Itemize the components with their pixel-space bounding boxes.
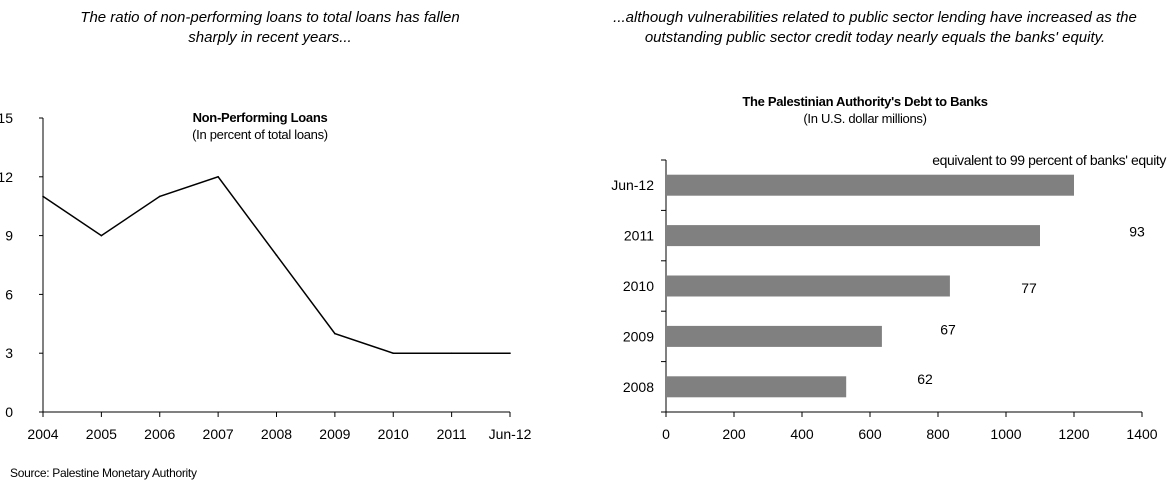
debt-x-tick-label: 1200 bbox=[1058, 426, 1089, 442]
npl-y-tick-label: 12 bbox=[0, 169, 13, 185]
npl-data-point bbox=[334, 332, 336, 335]
right-caption: ...although vulnerabilities related to p… bbox=[613, 9, 1137, 46]
npl-x-tick-label: 2004 bbox=[27, 426, 58, 442]
npl-x-tick-label: 2008 bbox=[261, 426, 292, 442]
debt-x-tick-label: 400 bbox=[790, 426, 814, 442]
npl-y-tick-label: 6 bbox=[5, 286, 13, 302]
npl-data-point bbox=[509, 352, 511, 355]
debt-bar bbox=[666, 275, 950, 297]
npl-x-tick-label: 2005 bbox=[86, 426, 117, 442]
debt-chart-subtitle: (In U.S. dollar millions) bbox=[803, 111, 927, 126]
debt-x-tick-label: 800 bbox=[926, 426, 950, 442]
debt-x-tick-label: 1000 bbox=[990, 426, 1021, 442]
npl-x-tick-label: 2011 bbox=[437, 426, 467, 442]
debt-bar bbox=[666, 225, 1040, 247]
debt-chart-title: The Palestinian Authority's Debt to Bank… bbox=[742, 94, 988, 109]
debt-bar bbox=[666, 174, 1074, 196]
left-caption: The ratio of non-performing loans to tot… bbox=[80, 9, 460, 46]
npl-data-point bbox=[100, 234, 103, 237]
npl-data-point bbox=[275, 254, 278, 256]
debt-category-label: 2008 bbox=[623, 379, 654, 395]
debt-annotation: equivalent to 99 percent of banks' equit… bbox=[932, 152, 1166, 168]
npl-x-tick-label: Jun-12 bbox=[489, 426, 532, 442]
npl-y-tick-label: 0 bbox=[5, 404, 13, 420]
debt-category-label: 2010 bbox=[623, 278, 654, 294]
npl-x-tick-label: 2007 bbox=[203, 426, 234, 442]
npl-chart-title: Non-Performing Loans bbox=[192, 110, 328, 125]
npl-y-tick-label: 15 bbox=[0, 110, 13, 126]
debt-x-tick-label: 1400 bbox=[1126, 426, 1157, 442]
debt-bar bbox=[666, 325, 882, 347]
debt-annotation: 62 bbox=[917, 371, 933, 387]
debt-category-label: Jun-12 bbox=[611, 177, 654, 193]
npl-data-point bbox=[158, 195, 161, 198]
npl-y-tick-label: 3 bbox=[5, 345, 13, 361]
npl-data-point bbox=[450, 352, 453, 355]
npl-data-point bbox=[217, 176, 219, 178]
npl-x-tick-label: 2010 bbox=[378, 426, 409, 442]
npl-x-tick-label: 2009 bbox=[319, 426, 350, 442]
debt-category-label: 2009 bbox=[623, 328, 654, 344]
debt-annotation: 67 bbox=[940, 321, 956, 337]
debt-annotation: 93 bbox=[1129, 224, 1145, 240]
debt-bar bbox=[666, 376, 847, 398]
npl-data-point bbox=[42, 195, 44, 198]
debt-x-tick-label: 200 bbox=[722, 426, 746, 442]
debt-category-label: 2011 bbox=[624, 228, 654, 244]
npl-y-tick-label: 9 bbox=[5, 228, 13, 244]
source-note: Source: Palestine Monetary Authority bbox=[10, 466, 197, 480]
npl-data-point bbox=[392, 352, 395, 355]
debt-x-tick-label: 600 bbox=[858, 426, 882, 442]
debt-annotation: 77 bbox=[1021, 280, 1037, 296]
debt-x-tick-label: 0 bbox=[662, 426, 670, 442]
npl-x-tick-label: 2006 bbox=[144, 426, 175, 442]
npl-chart-subtitle: (In percent of total loans) bbox=[192, 127, 328, 142]
